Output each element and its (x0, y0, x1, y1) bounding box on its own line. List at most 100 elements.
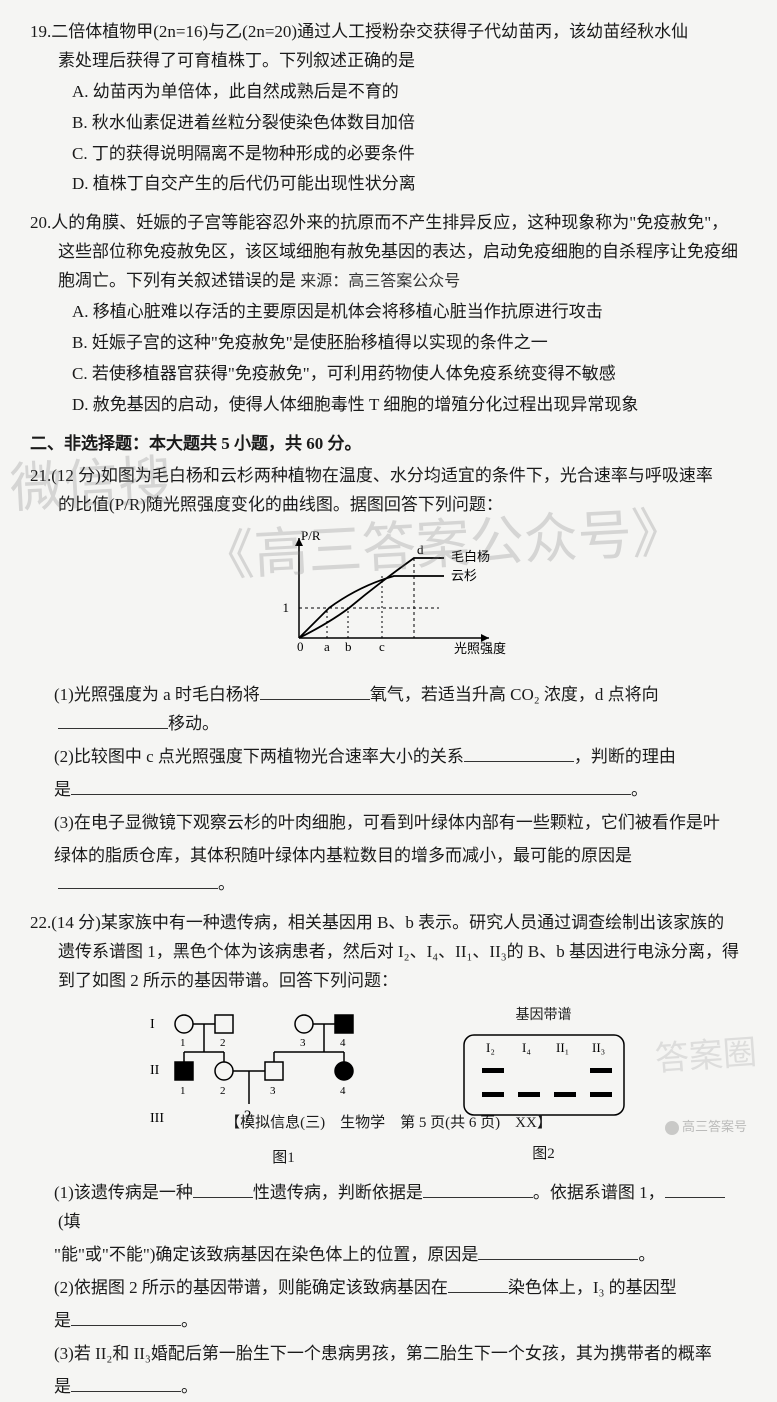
question-19: 19.二倍体植物甲(2n=16)与乙(2n=20)通过人工授粉杂交获得子代幼苗丙… (30, 18, 747, 199)
q22-sub1b: 性遗传病，判断依据是 (253, 1183, 423, 1202)
q22-sub2b: 染色体上，I₃ 的基因型 (508, 1278, 677, 1297)
footer-wm-text: 高三答案号 (682, 1119, 747, 1134)
q22-sub1a: (1)该遗传病是一种 (54, 1183, 193, 1202)
q21-line1: (12 分)如图为毛白杨和云杉两种植物在温度、水分均适宜的条件下，光合速率与呼吸… (51, 466, 713, 485)
svg-text:I: I (150, 1017, 155, 1032)
q22-sub3b-txt: 是 (54, 1377, 71, 1396)
blank (448, 1275, 508, 1293)
q20-optC: C. 若使移植器官获得"免疫赦免"，可利用药物使人体免疫系统变得不敏感 (72, 360, 747, 389)
q22-sub1d: (填 (58, 1212, 81, 1231)
q21-sub2: (2)比较图中 c 点光照强度下两植物光合速率大小的关系，判断的理由 (58, 743, 747, 772)
q21-sub3a: (3)在电子显微镜下观察云杉的叶肉细胞，可看到叶绿体内部有一些颗粒，它们被看作是… (54, 813, 720, 832)
q22-sub2c: 是。 (58, 1307, 747, 1336)
q22-sub1e: 。 (638, 1245, 655, 1264)
svg-text:2: 2 (220, 1037, 226, 1049)
blank (478, 1242, 638, 1260)
xtick-a: a (324, 639, 330, 654)
q21-chart: 1 P/R d 0 a b c 光照强度 毛白杨 云杉 (30, 528, 747, 673)
q22-line3: 到了如图 2 所示的基因带谱。回答下列问题： (58, 967, 747, 996)
svg-text:I₄: I₄ (522, 1040, 531, 1055)
q21-sub2d: 。 (631, 780, 648, 799)
q21-sub3c: 。 (218, 874, 235, 893)
blank (464, 744, 574, 762)
q21-sub1: (1)光照强度为 a 时毛白杨将氧气，若适当升高 CO₂ 浓度，d 点将向移动。 (58, 681, 747, 739)
q21-sub2b: ，判断的理由 (574, 747, 676, 766)
question-20: 20.人的角膜、妊娠的子宫等能容忍外来的抗原而不产生排异反应，这种现象称为"免疫… (30, 209, 747, 419)
blank (665, 1180, 725, 1198)
svg-text:II₁: II₁ (556, 1040, 569, 1055)
wm-icon (665, 1121, 679, 1135)
legend-yunshan: 云杉 (451, 568, 477, 583)
q21-sub2a: (2)比较图中 c 点光照强度下两植物光合速率大小的关系 (54, 747, 464, 766)
q21-sub3b: 绿体的脂质仓库，其体积随叶绿体内基粒数目的增多而减小，最可能的原因是。 (58, 842, 747, 900)
q20-stem: 20.人的角膜、妊娠的子宫等能容忍外来的抗原而不产生排异反应，这种现象称为"免疫… (30, 209, 747, 238)
q19-stem: 19.二倍体植物甲(2n=16)与乙(2n=20)通过人工授粉杂交获得子代幼苗丙… (30, 18, 747, 47)
q22-sub2d: 。 (181, 1311, 198, 1330)
svg-text:3: 3 (270, 1085, 276, 1097)
q22-sub2a: (2)依据图 2 所示的基因带谱，则能确定该致病基因在 (54, 1278, 448, 1297)
blank (71, 1374, 181, 1392)
q19-optC: C. 丁的获得说明隔离不是物种形成的必要条件 (72, 140, 747, 169)
q20-line3-text: 胞凋亡。下列有关叙述错误的是 (58, 271, 296, 290)
section2-header: 二、非选择题：本大题共 5 小题，共 60 分。 (30, 430, 747, 459)
blank (71, 1308, 181, 1326)
svg-text:1: 1 (180, 1037, 186, 1049)
ylabel: P/R (301, 528, 321, 543)
q20-num: 20. (30, 213, 51, 232)
q22-sub2c-txt: 是 (54, 1311, 71, 1330)
q21-num: 21. (30, 466, 51, 485)
page-footer: 【模拟信息(三) 生物学 第 5 页(共 6 页) XX】 (0, 1111, 777, 1137)
q22-sub1c: 。依据系谱图 1， (533, 1183, 665, 1202)
q19-optB: B. 秋水仙素促进着丝粒分裂使染色体数目加倍 (72, 109, 747, 138)
q22-line1: (14 分)某家族中有一种遗传病，相关基因用 B、b 表示。研究人员通过调查绘制… (51, 913, 724, 932)
xlabel: 光照强度 (454, 641, 506, 656)
blank (58, 711, 168, 729)
xtick-c: c (379, 639, 385, 654)
corner-watermark: 答案圈 (653, 1025, 759, 1090)
q21-sub2c-txt: 是 (54, 780, 71, 799)
fig1-label: 图1 (144, 1146, 424, 1172)
q19-optD: D. 植株丁自交产生的后代仍可能出现性状分离 (72, 170, 747, 199)
blank (71, 777, 631, 795)
q22-sub2: (2)依据图 2 所示的基因带谱，则能确定该致病基因在染色体上，I₃ 的基因型 (58, 1274, 747, 1303)
q22-sub3a: (3)若 II₂和 II₃婚配后第一胎生下一个患病男孩，第二胎生下一个女孩，其为… (54, 1344, 712, 1363)
d-label: d (417, 542, 424, 557)
svg-text:II₃: II₃ (592, 1040, 605, 1055)
q21-sub1a: (1)光照强度为 a 时毛白杨将 (54, 685, 260, 704)
q21-sub3: (3)在电子显微镜下观察云杉的叶肉细胞，可看到叶绿体内部有一些颗粒，它们被看作是… (58, 809, 747, 838)
svg-text:2: 2 (220, 1085, 226, 1097)
q21-stem: 21.(12 分)如图为毛白杨和云杉两种植物在温度、水分均适宜的条件下，光合速率… (30, 462, 747, 491)
q22-sub3: (3)若 II₂和 II₃婚配后第一胎生下一个患病男孩，第二胎生下一个女孩，其为… (58, 1340, 747, 1369)
blank (260, 682, 370, 700)
q19-optA: A. 幼苗丙为单倍体，此自然成熟后是不育的 (72, 78, 747, 107)
q20-line1: 人的角膜、妊娠的子宫等能容忍外来的抗原而不产生排异反应，这种现象称为"免疫赦免"… (51, 213, 728, 232)
footer-watermark: 高三答案号 (665, 1116, 747, 1138)
q19-line2: 素处理后获得了可育植株丁。下列叙述正确的是 (58, 47, 747, 76)
svg-text:II: II (150, 1063, 160, 1078)
q22-sub3b: 是。 (58, 1373, 747, 1402)
pr-chart-svg: 1 P/R d 0 a b c 光照强度 毛白杨 云杉 (259, 528, 519, 663)
q22-num: 22. (30, 913, 51, 932)
q21-line2: 的比值(P/R)随光照强度变化的曲线图。据图回答下列问题： (58, 491, 747, 520)
q22-sub1: (1)该遗传病是一种性遗传病，判断依据是。依据系谱图 1，(填 (58, 1179, 747, 1237)
question-21: 21.(12 分)如图为毛白杨和云杉两种植物在温度、水分均适宜的条件下，光合速率… (30, 462, 747, 899)
ytick-1: 1 (282, 600, 289, 615)
q22-line2: 遗传系谱图 1，黑色个体为该病患者，然后对 I₂、I₄、II₁、II₃的 B、b… (58, 938, 747, 967)
q21-sub1b: 氧气，若适当升高 CO₂ 浓度，d 点将向 (370, 685, 659, 704)
pedigree-fig1: I 1 2 3 4 II (144, 1004, 424, 1171)
question-22: 22.(14 分)某家族中有一种遗传病，相关基因用 B、b 表示。研究人员通过调… (30, 909, 747, 1401)
q20-line3: 胞凋亡。下列有关叙述错误的是 来源：高三答案公众号 (58, 267, 747, 296)
blank (193, 1180, 253, 1198)
q21-sub3b-txt: 绿体的脂质仓库，其体积随叶绿体内基粒数目的增多而减小，最可能的原因是 (54, 846, 632, 865)
q22-sub1da: "能"或"不能")确定该致病基因在染色体上的位置，原因是 (54, 1245, 478, 1264)
q20-optD: D. 赦免基因的启动，使得人体细胞毒性 T 细胞的增殖分化过程出现异常现象 (72, 391, 747, 420)
legend-maobai: 毛白杨 (451, 549, 490, 564)
source-note: 来源：高三答案公众号 (300, 273, 460, 290)
q21-sub2c: 是。 (58, 776, 747, 805)
q21-sub1c: 移动。 (168, 714, 219, 733)
svg-text:1: 1 (180, 1085, 186, 1097)
blank (423, 1180, 533, 1198)
q20-optA: A. 移植心脏难以存活的主要原因是机体会将移植心脏当作抗原进行攻击 (72, 298, 747, 327)
q22-sub1-cont: "能"或"不能")确定该致病基因在染色体上的位置，原因是。 (58, 1241, 747, 1270)
svg-text:I₂: I₂ (486, 1040, 495, 1055)
